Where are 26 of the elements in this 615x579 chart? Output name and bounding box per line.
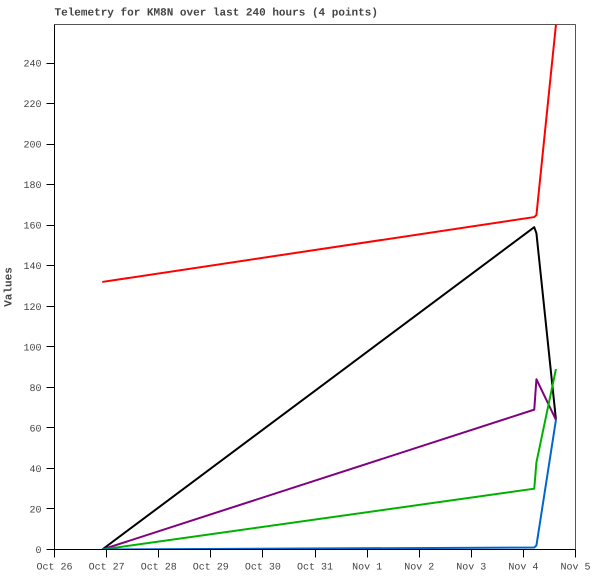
y-tick-label: 200 — [23, 140, 42, 152]
y-tick-label: 20 — [30, 505, 42, 516]
chart-title: Telemetry for KM8N over last 240 hours (4 points) — [54, 6, 378, 20]
x-tick-label: Nov 4 — [508, 562, 538, 574]
x-tick-label: Nov 2 — [404, 562, 434, 574]
x-tick-label: Oct 26 — [36, 562, 73, 574]
x-tick-label: Oct 27 — [88, 562, 125, 574]
y-tick-label: 160 — [23, 222, 42, 233]
y-tick-label: 120 — [23, 302, 42, 314]
y-tick-label: 60 — [30, 424, 42, 436]
y-tick-label: 180 — [23, 181, 42, 192]
x-tick-label: Oct 28 — [140, 562, 177, 574]
x-tick-label: Nov 1 — [352, 562, 382, 574]
x-tick-label: Nov 3 — [456, 562, 486, 574]
y-tick-label: 40 — [30, 464, 42, 476]
y-tick-label: 0 — [36, 546, 42, 557]
y-tick-label: 240 — [23, 60, 42, 71]
y-tick-label: 80 — [30, 384, 42, 395]
y-tick-label: 100 — [23, 343, 42, 354]
x-tick-label: Oct 31 — [296, 562, 334, 574]
y-axis-title: Values — [3, 267, 16, 307]
x-tick-label: Oct 30 — [244, 562, 281, 574]
y-tick-label: 220 — [23, 100, 42, 112]
x-tick-label: Oct 29 — [192, 562, 229, 574]
y-tick-label: 140 — [23, 262, 42, 274]
x-tick-label: Nov 5 — [560, 562, 591, 574]
